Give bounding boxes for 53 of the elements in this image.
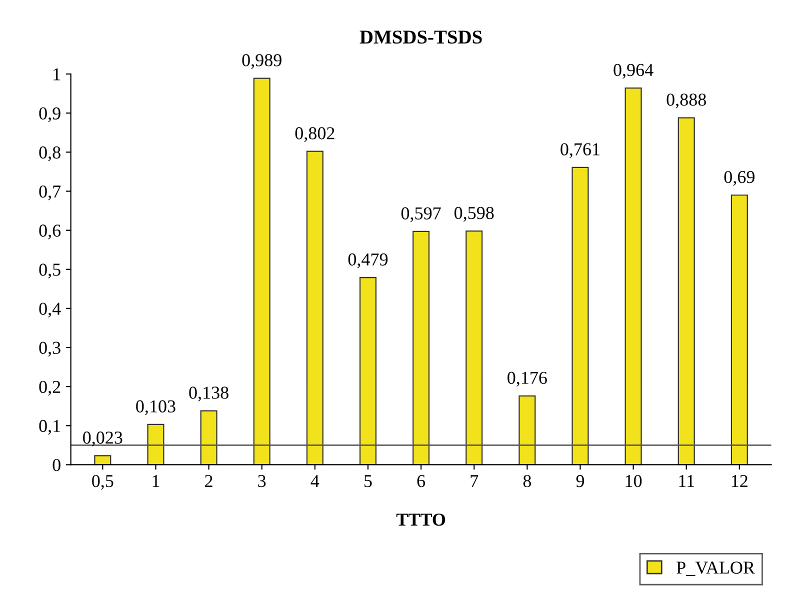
y-tick-label: 0,7 — [39, 185, 61, 200]
x-tick-label: 0,5 — [92, 474, 114, 490]
data-label: 0,761 — [560, 143, 600, 158]
bar — [624, 88, 642, 465]
y-tick-label: 0,9 — [39, 107, 60, 122]
data-label: 0,964 — [614, 64, 654, 79]
bar — [572, 166, 589, 465]
data-label: 0,103 — [136, 400, 176, 416]
bar — [306, 150, 324, 465]
x-tick-label: 5 — [364, 475, 372, 488]
bar — [94, 455, 112, 465]
y-tick-label: 0,6 — [39, 224, 61, 240]
y-tick-label: 0,4 — [39, 302, 61, 318]
bar — [147, 424, 164, 465]
data-label: 0,888 — [666, 94, 706, 108]
y-tick-label: 0,1 — [39, 420, 60, 435]
data-label: 0,69 — [724, 170, 754, 186]
data-label: 0,598 — [454, 206, 494, 222]
bar — [253, 78, 270, 465]
bar — [200, 410, 218, 465]
x-tick-label: 8 — [523, 474, 531, 488]
y-tick-label: 1 — [54, 68, 60, 80]
x-tick-label: 2 — [205, 475, 212, 487]
x-tick-label: 1 — [152, 475, 160, 487]
chart-title: DMSDS-TSDS — [360, 30, 482, 44]
bar — [518, 395, 536, 465]
bar — [730, 194, 748, 465]
data-label: 0,176 — [508, 372, 547, 387]
bar — [412, 230, 430, 465]
x-tick-label: 10 — [626, 474, 642, 488]
x-tick-label: 11 — [679, 475, 694, 487]
data-label: 0,802 — [295, 127, 334, 142]
y-tick-label: 0,3 — [39, 342, 60, 357]
data-label: 0,989 — [242, 54, 282, 69]
x-tick-label: 4 — [310, 475, 320, 487]
y-tick-label: 0,2 — [39, 380, 60, 396]
data-label: 0,138 — [189, 386, 228, 402]
x-tick-label: 7 — [470, 475, 478, 487]
x-tick-label: 6 — [417, 475, 426, 488]
x-axis-title: TTTO — [396, 514, 446, 526]
x-tick-label: 12 — [732, 475, 748, 487]
legend-label: P_VALOR — [676, 562, 755, 576]
bar — [466, 230, 483, 465]
data-label: 0,023 — [83, 432, 122, 446]
bar — [678, 117, 695, 465]
bar — [359, 277, 376, 465]
x-tick-label: 3 — [258, 475, 266, 488]
x-tick-label: 9 — [576, 475, 584, 488]
data-label: 0,479 — [348, 253, 388, 268]
y-tick-label: 0 — [52, 458, 60, 472]
y-tick-label: 0,8 — [39, 146, 60, 162]
data-label: 0,597 — [401, 207, 441, 222]
y-tick-label: 0,5 — [39, 264, 60, 278]
